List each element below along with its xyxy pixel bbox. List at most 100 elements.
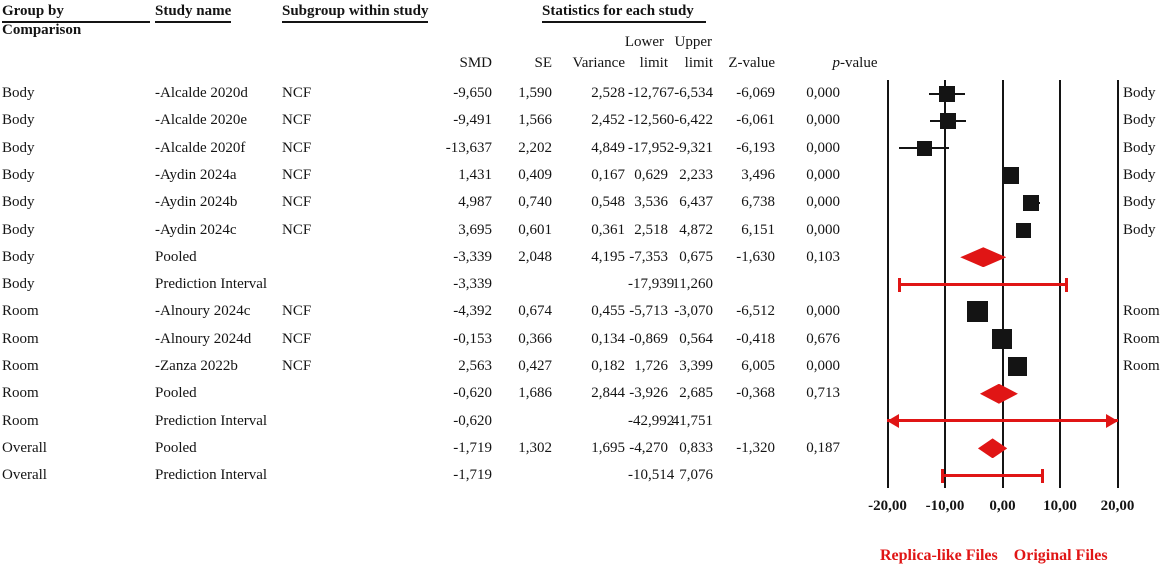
axis-gridline (1116, 80, 1119, 488)
cell-study: -Alcalde 2020f (155, 139, 246, 156)
cell-smd: -3,339 (453, 276, 492, 293)
cell-z-value: 6,005 (741, 358, 775, 374)
plot-row-group-label: Room (1123, 330, 1160, 347)
study-square-marker (1023, 194, 1040, 211)
column-header-z-value: Z-value (728, 55, 775, 71)
table-row: Room -Alnoury 2024d NCF -0,153 0,366 0,134 -0,… (0, 326, 1168, 353)
axis-gridline (886, 80, 889, 488)
cell-group: Body (2, 112, 35, 129)
cell-variance: 4,195 (591, 248, 625, 265)
cell-se: 2,048 (518, 248, 552, 265)
cell-upper-limit: 11,260 (672, 276, 713, 293)
interval-cap-right (1065, 277, 1069, 292)
cell-group: Body (2, 221, 35, 238)
cell-upper-limit: 7,076 (679, 467, 713, 484)
table-row: Body Pooled -3,339 2,048 4,195 -7,353 0,675 -1,… (0, 244, 1168, 271)
pooled-diamond-marker (960, 247, 1007, 268)
cell-se: 0,427 (518, 358, 552, 374)
cell-upper-limit: -6,422 (674, 112, 713, 129)
cell-study: -Alnoury 2024c (155, 303, 251, 320)
cell-z-value: 6,738 (741, 194, 775, 211)
cell-p-value: 0,000 (806, 221, 840, 238)
cell-z-value: -6,193 (736, 139, 775, 156)
table-row: Body -Alcalde 2020f NCF -13,637 2,202 4,849 -1… (0, 135, 1168, 162)
cell-study: -Alnoury 2024d (155, 330, 252, 347)
legend: Replica-like Files Original Files (880, 547, 1124, 565)
interval-cap-left (941, 468, 945, 483)
column-header-p-value: p -value (780, 55, 878, 72)
cell-upper-limit: -9,321 (674, 139, 713, 156)
cell-variance: 2,844 (591, 385, 625, 402)
legend-original-label: Original Files (1013, 547, 1108, 564)
cell-z-value: -6,069 (736, 85, 775, 101)
cell-lower-limit: -4,270 (629, 439, 668, 456)
cell-group: Body (2, 85, 35, 101)
cell-study: -Alcalde 2020e (155, 112, 248, 129)
study-square-marker (991, 329, 1012, 350)
cell-lower-limit: 2,518 (634, 221, 668, 238)
cell-lower-limit: 3,536 (634, 194, 668, 211)
cell-smd: 2,563 (458, 358, 492, 374)
cell-p-value: 0,000 (806, 85, 840, 101)
cell-se: 1,590 (518, 85, 552, 101)
cell-smd: -9,491 (453, 112, 492, 129)
cell-subgroup: NCF (282, 221, 312, 238)
cell-upper-limit: 0,564 (679, 330, 713, 347)
cell-upper-limit: 2,685 (679, 385, 713, 402)
column-header-lower-limit: limit (639, 55, 668, 71)
table-row: Body -Aydin 2024a NCF 1,431 0,409 0,167 0,629 2… (0, 162, 1168, 189)
cell-variance: 0,134 (591, 330, 625, 347)
header-lower: Lower (624, 34, 664, 50)
plot-row-group-label: Room (1123, 303, 1160, 320)
cell-study: -Aydin 2024c (155, 221, 237, 238)
table-row: Room -Zanza 2022b NCF 2,563 0,427 0,182 1,726 3… (0, 353, 1168, 380)
header-upper: Upper (674, 34, 713, 50)
cell-subgroup: NCF (282, 166, 312, 183)
pooled-diamond-marker (979, 383, 1018, 404)
column-header-variance: Variance (572, 55, 625, 71)
axis-tick-label: -20,00 (868, 498, 907, 514)
cell-lower-limit: -7,353 (629, 248, 668, 265)
cell-study: Prediction Interval (155, 276, 268, 293)
header-subgroup: Subgroup within study (282, 3, 429, 23)
cell-lower-limit: -12,767 (628, 85, 675, 101)
header-group-by: Group by (2, 3, 150, 23)
cell-upper-limit: 6,437 (679, 194, 713, 211)
cell-lower-limit: 1,726 (634, 358, 668, 374)
cell-upper-limit: 41,751 (671, 412, 713, 429)
study-square-marker (939, 112, 956, 129)
axis-tick-label: 10,00 (1043, 498, 1077, 514)
axis-tick-label: -10,00 (925, 498, 965, 514)
plot-row-group-label: Body (1123, 85, 1156, 101)
interval-arrow-right (1105, 414, 1118, 429)
cell-upper-limit: -6,534 (674, 85, 713, 101)
cell-z-value: -0,368 (736, 385, 775, 402)
cell-study: -Alcalde 2020d (155, 85, 248, 101)
table-row: Overall Prediction Interval -1,719 -10,514 7… (0, 462, 1168, 489)
cell-lower-limit: -42,992 (628, 412, 675, 429)
prediction-interval-line (942, 473, 1044, 477)
cell-se: 0,740 (518, 194, 552, 211)
pooled-diamond-marker (977, 438, 1008, 459)
study-square-marker (1002, 166, 1020, 184)
table-row: Body -Aydin 2024b NCF 4,987 0,740 0,548 3,536 6… (0, 189, 1168, 216)
table-row: Body -Alcalde 2020e NCF -9,491 1,566 2,452 -12… (0, 107, 1168, 134)
cell-group: Overall (2, 467, 47, 484)
cell-smd: -3,339 (453, 248, 492, 265)
cell-study: Pooled (155, 439, 197, 456)
study-square-marker (966, 301, 988, 323)
interval-cap-right (1041, 468, 1045, 483)
cell-group: Body (2, 139, 35, 156)
plot-row-group-label: Body (1123, 112, 1156, 129)
cell-p-value: 0,000 (806, 303, 840, 320)
axis-tick-label: 0,00 (989, 498, 1016, 514)
cell-group: Room (2, 412, 39, 429)
p-rest: -value (840, 55, 878, 71)
p-italic: p (832, 55, 841, 71)
cell-variance: 2,528 (591, 85, 625, 101)
cell-se: 1,686 (518, 385, 552, 402)
cell-study: -Zanza 2022b (155, 358, 238, 374)
cell-se: 1,302 (518, 439, 552, 456)
study-square-marker (1007, 357, 1027, 376)
